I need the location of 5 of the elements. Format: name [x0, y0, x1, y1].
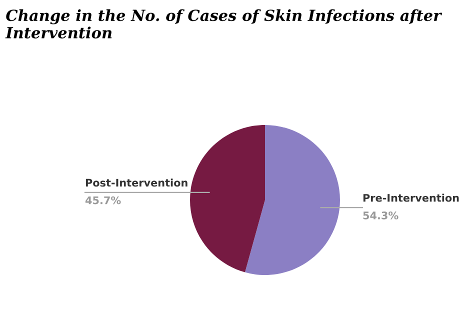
data-label: 54.3% — [363, 212, 398, 220]
data-label: 45.7% — [85, 196, 121, 204]
chart-title: Change in the No. of Cases of Skin Infections after Intervention — [5, 9, 442, 38]
slice-label: Pre-Intervention — [363, 194, 459, 202]
slice-label: Post-Intervention — [86, 178, 188, 187]
